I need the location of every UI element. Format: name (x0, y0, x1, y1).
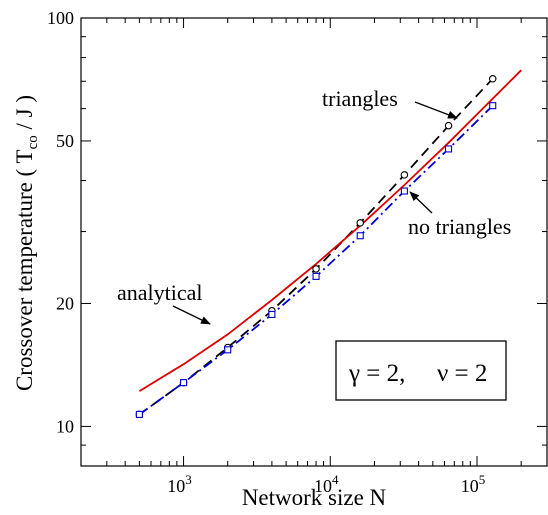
x-tick-base: 10 (314, 476, 332, 496)
annotation-analytical: analytical (117, 280, 203, 305)
x-tick-exponent: 5 (479, 472, 486, 487)
x-tick-label: 103 (167, 472, 192, 496)
x-axis-title: Network size N (242, 485, 387, 510)
data-point-no-triangles (312, 272, 320, 280)
series-line-analytical (138, 69, 522, 392)
arrow-analytical (172, 305, 211, 325)
annotation-triangles: triangles (322, 86, 398, 111)
y-tick-label: 20 (56, 293, 74, 313)
y-tick-label: 100 (47, 8, 74, 28)
data-point-triangles (400, 171, 409, 179)
y-axis-title-main: Crossover temperature ( T (12, 149, 37, 391)
parameter-nu: ν = 2 (437, 360, 487, 387)
data-point-no-triangles (489, 102, 497, 110)
plot-frame (80, 17, 548, 467)
x-tick-exponent: 3 (185, 472, 192, 487)
x-tick-base: 10 (461, 476, 479, 496)
data-point-no-triangles (356, 232, 364, 240)
data-point-triangles (444, 121, 453, 130)
axis-ticks (80, 17, 548, 467)
y-tick-label: 50 (56, 131, 74, 151)
arrow-no-triangles (409, 191, 433, 214)
data-point-no-triangles (268, 310, 276, 318)
annotation-no-triangles: no triangles (408, 214, 511, 239)
arrow-triangles (414, 101, 458, 119)
data-point-no-triangles (224, 346, 232, 354)
data-point-no-triangles (135, 410, 143, 418)
data-point-no-triangles (445, 145, 453, 153)
parameter-box (335, 340, 507, 401)
parameter-gamma: γ = 2, (348, 360, 405, 387)
series-markers (135, 74, 497, 419)
y-tick-label: 10 (56, 416, 74, 436)
x-tick-label: 104 (314, 472, 339, 496)
y-axis-title: Crossover temperature ( Tco / J ) (12, 95, 41, 391)
data-point-triangles (488, 74, 497, 83)
y-axis-title-end: / J ) (12, 95, 37, 135)
y-axis-title-sub: co (25, 135, 41, 149)
data-point-no-triangles (400, 187, 408, 195)
data-point-no-triangles (180, 379, 188, 387)
x-tick-exponent: 4 (332, 472, 339, 487)
data-point-triangles (356, 219, 364, 227)
x-tick-label: 105 (461, 472, 486, 496)
x-tick-base: 10 (167, 476, 185, 496)
data-point-triangles (312, 265, 320, 273)
